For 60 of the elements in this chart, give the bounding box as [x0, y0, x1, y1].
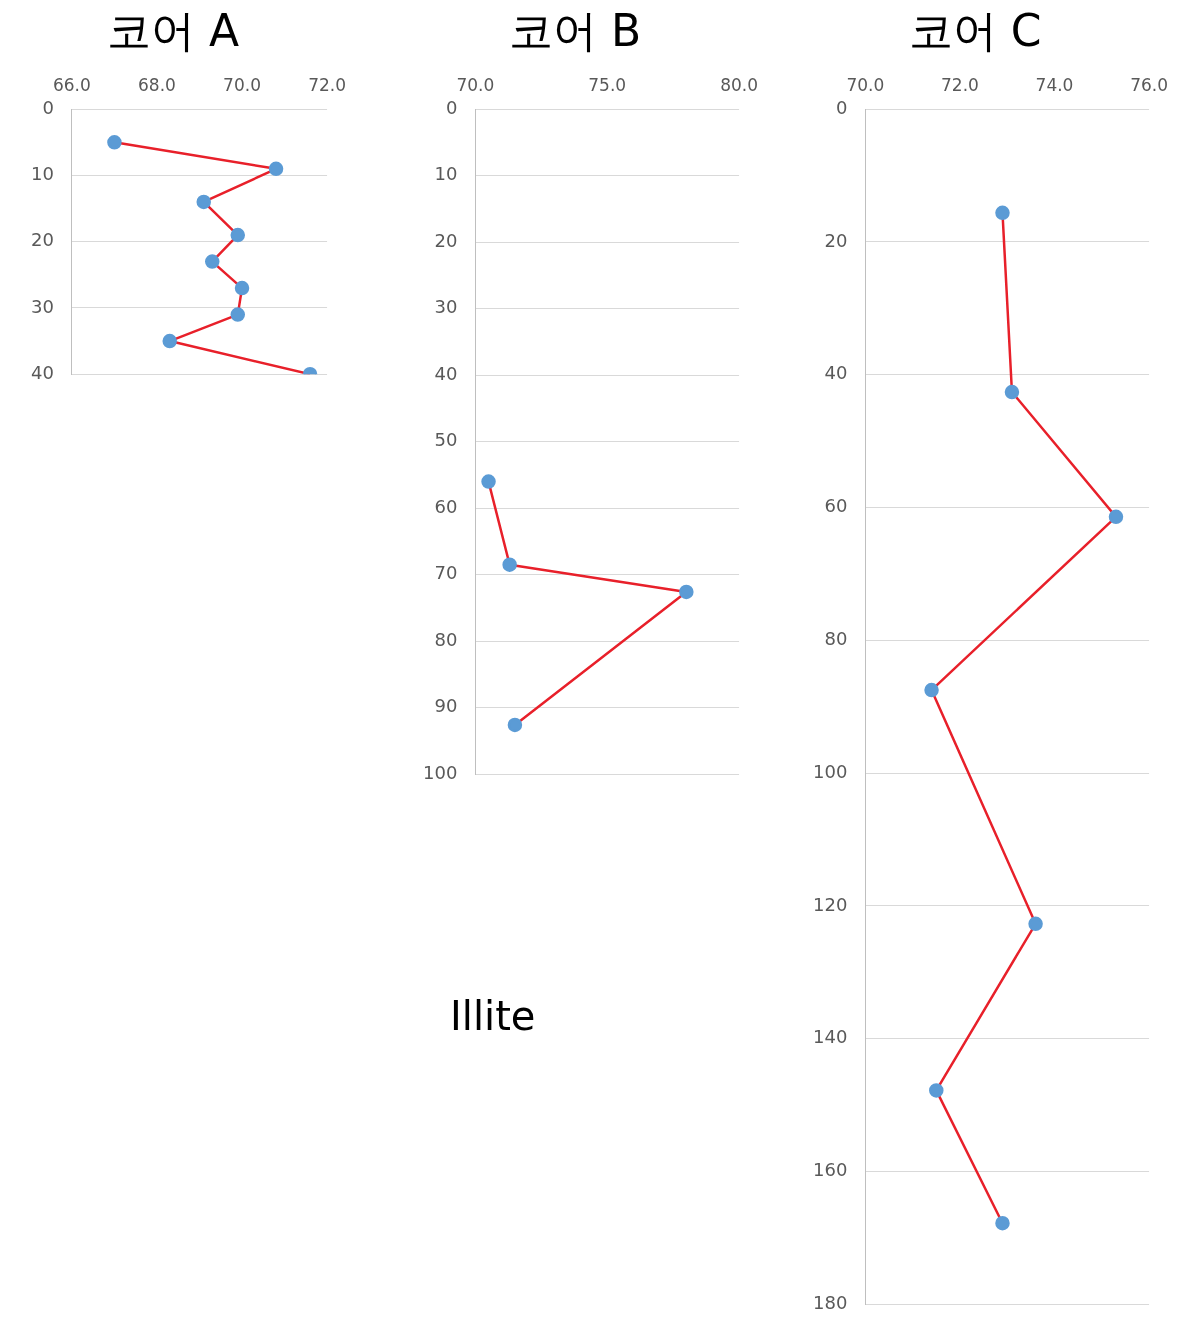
y-tick-label: 100 — [423, 761, 458, 783]
point — [268, 161, 284, 177]
point — [929, 1083, 944, 1098]
y-tick-label: 120 — [813, 893, 848, 915]
point — [205, 254, 220, 269]
y-tick-label: 20 — [824, 229, 848, 251]
y-tick-label: 10 — [434, 163, 458, 185]
y-tick-label: 0 — [42, 96, 54, 118]
x-tick-label: 70.0 — [223, 75, 261, 96]
point — [107, 135, 122, 150]
y-tick-label: 20 — [31, 229, 54, 251]
point — [230, 227, 246, 243]
y-tick-label: 40 — [31, 361, 54, 383]
y-tick-label: 30 — [434, 296, 458, 318]
y-tick-label: 180 — [813, 1291, 848, 1313]
y-tick-label: 0 — [835, 96, 848, 118]
y-tick-label: 40 — [434, 362, 458, 384]
x-tick-label: 70.0 — [456, 75, 495, 96]
y-tick-label: 10 — [31, 163, 54, 185]
chart-title: 코어 A — [106, 4, 240, 56]
x-tick-label: 66.0 — [52, 75, 91, 96]
point — [1108, 509, 1124, 525]
point — [995, 1215, 1010, 1231]
point — [507, 717, 523, 733]
point — [679, 584, 694, 600]
point — [234, 280, 250, 296]
point — [1028, 916, 1043, 932]
y-tick-label: 80 — [824, 627, 848, 649]
point — [1004, 384, 1020, 400]
point — [230, 307, 246, 322]
point — [995, 205, 1010, 221]
chart-title: 코어 C — [908, 4, 1042, 56]
y-tick-label: 60 — [824, 495, 848, 517]
x-tick-label: 74.0 — [1035, 75, 1074, 96]
text: Illite — [450, 993, 536, 1039]
y-tick-label: 80 — [434, 628, 458, 650]
x-tick-label: 72.0 — [941, 75, 979, 96]
y-tick-label: 160 — [813, 1159, 848, 1181]
x-tick-label: 70.0 — [846, 75, 885, 96]
x-tick-label: 80.0 — [720, 75, 758, 96]
chart-title: 코어 B — [508, 4, 642, 56]
point — [924, 682, 939, 698]
y-tick-label: 100 — [813, 760, 848, 782]
y-tick-label: 0 — [445, 96, 458, 118]
x-tick-label: 72.0 — [308, 75, 346, 96]
x-tick-label: 68.0 — [138, 75, 176, 96]
y-tick-label: 70 — [434, 562, 458, 584]
point — [196, 194, 211, 210]
y-tick-label: 30 — [31, 295, 54, 317]
x-tick-label: 76.0 — [1130, 75, 1168, 96]
point — [481, 474, 496, 489]
y-tick-label: 50 — [434, 429, 458, 451]
point — [162, 333, 177, 349]
y-tick-label: 60 — [434, 495, 458, 517]
y-tick-label: 140 — [813, 1026, 848, 1048]
point — [502, 557, 517, 572]
y-tick-label: 40 — [824, 362, 848, 384]
y-tick-label: 90 — [434, 695, 458, 717]
x-tick-label: 75.0 — [588, 75, 627, 96]
y-tick-label: 20 — [434, 229, 458, 251]
